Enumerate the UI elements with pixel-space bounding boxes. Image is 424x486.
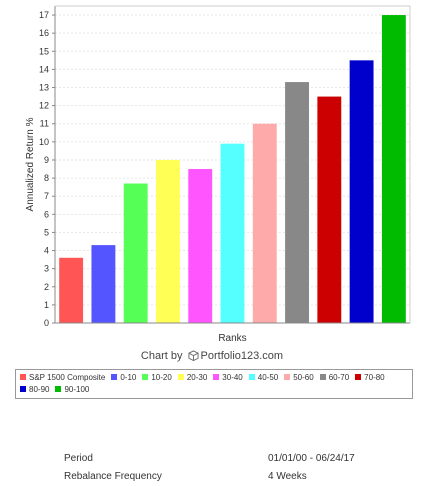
bar-40-50[interactable] (220, 143, 245, 323)
y-axis-title: Annualized Return % (25, 117, 36, 211)
legend-item[interactable]: 30-40 (213, 372, 243, 384)
bars (59, 15, 406, 324)
credit-prefix: Chart by (140, 350, 183, 362)
summary-row: Rebalance Frequency 4 Weeks (64, 468, 394, 486)
y-tick-label: 7 (44, 191, 49, 201)
legend-swatch (355, 374, 362, 380)
legend-label: 20-30 (186, 373, 208, 382)
legend-label: 30-40 (222, 373, 243, 382)
legend-label: 0-10 (120, 373, 137, 382)
summary-value: 4 Weeks (268, 471, 307, 482)
legend-swatch (213, 374, 220, 380)
legend-label: 70-80 (364, 373, 385, 382)
y-tick-label: 5 (44, 227, 49, 237)
y-tick-label: 0 (44, 318, 49, 328)
legend-swatch (111, 374, 118, 380)
bar-80-90[interactable] (349, 60, 374, 323)
legend-swatch (20, 374, 26, 380)
y-tick-label: 11 (40, 119, 49, 129)
summary-value: 01/01/00 - 06/24/17 (268, 453, 355, 464)
y-tick-label: 13 (39, 83, 49, 93)
bar-50-60[interactable] (252, 123, 277, 323)
axes (54, 5, 411, 324)
legend: S&P 1500 Composite 0-10 10-20 20-30 30-40 40-… (15, 369, 413, 399)
legend-item[interactable]: 0-10 (111, 372, 136, 384)
cube-icon (188, 350, 199, 364)
legend-item[interactable]: 50-60 (284, 372, 314, 384)
bar-70-80[interactable] (317, 96, 342, 323)
y-tick-label: 8 (44, 173, 49, 183)
legend-swatch (284, 374, 291, 380)
y-tick-label: 14 (39, 64, 49, 74)
bar-30-40[interactable] (188, 169, 213, 323)
legend-item[interactable]: 70-80 (355, 372, 385, 384)
legend-item[interactable]: 40-50 (248, 372, 279, 384)
legend-item[interactable]: 90-100 (55, 384, 89, 396)
legend-label: 50-60 (293, 373, 314, 382)
y-tick-label: 2 (44, 282, 49, 292)
legend-label: 80-90 (29, 385, 50, 394)
y-tick-label: 9 (44, 155, 49, 165)
legend-item[interactable]: 60-70 (319, 372, 350, 384)
legend-swatch (142, 374, 149, 380)
legend-item[interactable]: 80-90 (20, 384, 49, 396)
legend-label: 10-20 (151, 373, 172, 382)
credit-brand-link[interactable]: Portfolio123.com (200, 350, 284, 362)
legend-label: 60-70 (328, 373, 350, 382)
bar-10-20[interactable] (123, 183, 148, 323)
legend-swatch (20, 386, 26, 392)
legend-label: 40-50 (257, 373, 279, 382)
bar-0-10[interactable] (91, 245, 116, 323)
y-tick-label: 12 (39, 101, 49, 111)
bar-20-30[interactable] (156, 159, 180, 323)
bar-s-p-1500-composite[interactable] (59, 257, 84, 323)
bar-60-70[interactable] (285, 82, 309, 323)
legend-swatch (248, 374, 255, 380)
legend-item[interactable]: S&P 1500 Composite (20, 372, 105, 384)
x-axis-title: Ranks (218, 333, 246, 344)
y-tick-label: 1 (44, 300, 49, 310)
y-tick-label: 6 (44, 209, 49, 219)
legend-item[interactable]: 20-30 (177, 372, 208, 384)
y-tick-label: 10 (39, 137, 49, 147)
bar-90-100[interactable] (381, 15, 406, 324)
summary-label: Rebalance Frequency (64, 471, 162, 482)
legend-label: S&P 1500 Composite (29, 373, 106, 382)
legend-swatch (55, 386, 62, 392)
legend-item[interactable]: 10-20 (142, 372, 172, 384)
chart-credit: Chart by Portfolio123.com (0, 350, 424, 364)
legend-swatch (319, 374, 326, 380)
y-tick-label: 4 (44, 246, 49, 256)
legend-swatch (177, 374, 184, 380)
summary-row: Period 01/01/00 - 06/24/17 (64, 450, 394, 468)
y-tick-label: 16 (39, 28, 49, 38)
summary-table: Period 01/01/00 - 06/24/17 Rebalance Frequ… (64, 450, 394, 486)
y-tick-label: 17 (39, 10, 49, 20)
y-tick-label: 15 (39, 46, 49, 56)
y-tick-label: 3 (44, 264, 49, 274)
summary-label: Period (64, 453, 93, 464)
legend-label: 90-100 (64, 385, 90, 394)
